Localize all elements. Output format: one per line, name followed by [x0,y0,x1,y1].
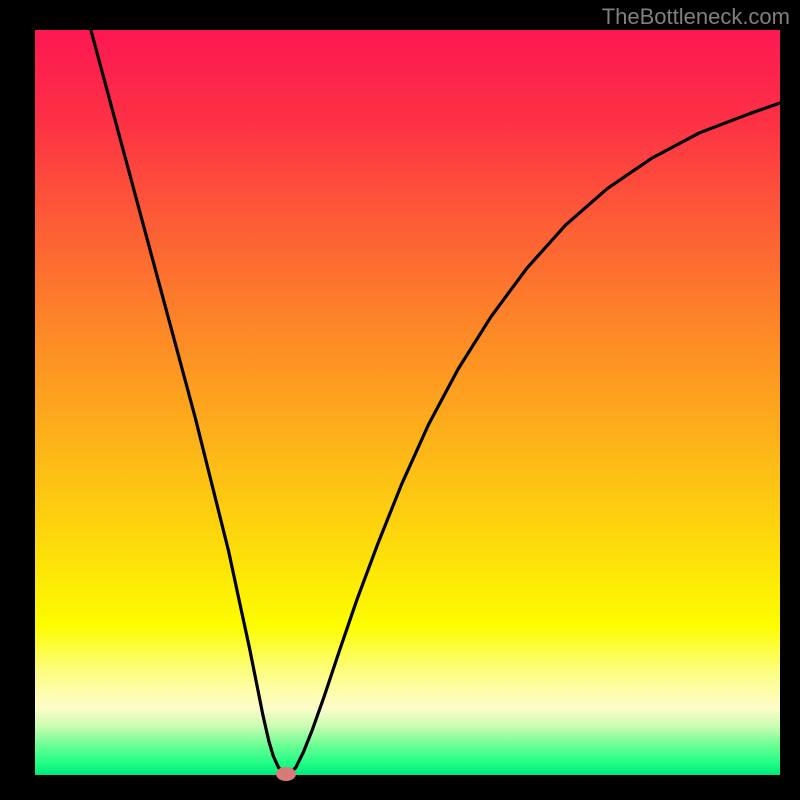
bottleneck-curve [35,30,780,775]
plot-area [35,30,780,775]
chart-canvas: TheBottleneck.com [0,0,800,800]
optimum-marker [276,767,296,781]
curve-path [91,30,780,774]
watermark-text: TheBottleneck.com [602,4,790,30]
